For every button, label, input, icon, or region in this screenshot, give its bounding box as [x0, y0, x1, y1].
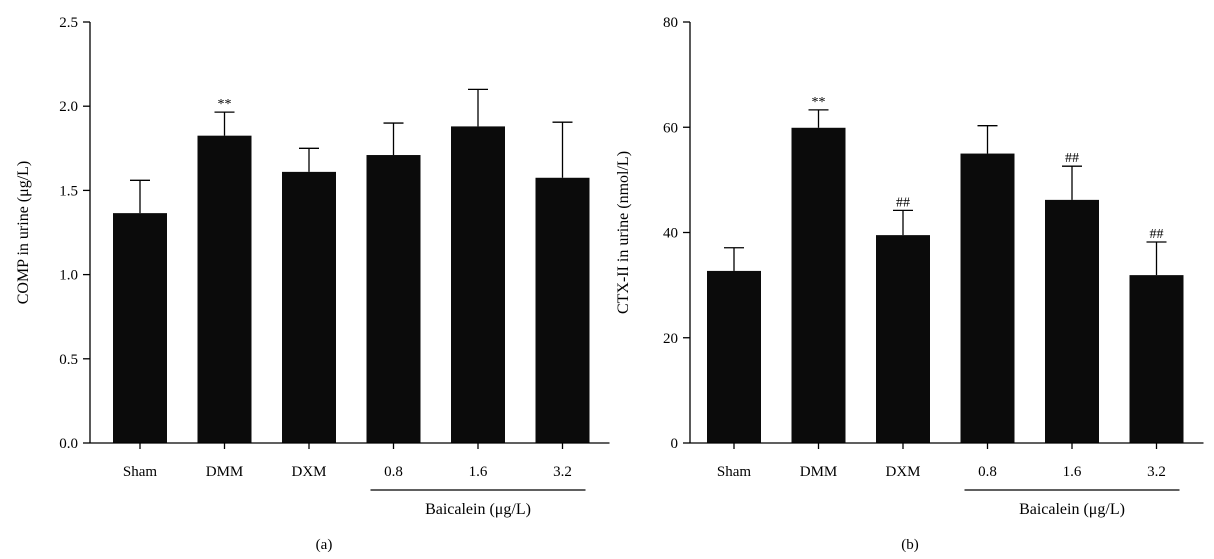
bar — [282, 171, 336, 443]
y-axis-label: COMP in urine (μg/L) — [15, 161, 32, 305]
bar — [791, 127, 846, 444]
bar — [1129, 275, 1184, 443]
significance-label: ** — [812, 95, 826, 110]
chart-panel-a: Sham ** DMM DXM 0.8 1.6 3.2 0.0 0.5 1.0 1.5 2.0 2.5 C… — [15, 15, 610, 553]
y-tick-label: 1.5 — [59, 183, 78, 199]
significance-label: ** — [218, 97, 232, 112]
bar — [535, 177, 590, 443]
x-tick-label: 0.8 — [384, 464, 403, 480]
y-axis-label: CTX-II in urine (nmol/L) — [615, 151, 632, 314]
y-tick-label: 20 — [663, 331, 678, 347]
x-tick-label: Sham — [123, 464, 158, 480]
x-tick-label: 1.6 — [469, 464, 488, 480]
significance-label: ## — [1065, 151, 1079, 166]
panel-label: (a) — [316, 537, 333, 553]
y-tick-label: 1.0 — [59, 268, 78, 284]
significance-label: ## — [1150, 227, 1164, 242]
bar — [113, 213, 167, 443]
y-tick-label: 2.5 — [59, 15, 78, 31]
bar — [876, 235, 930, 443]
y-tick-label: 40 — [663, 226, 678, 242]
bar — [366, 155, 421, 443]
x-tick-label: Sham — [717, 464, 752, 480]
group-label: Baicalein (μg/L) — [1019, 501, 1125, 518]
bar — [960, 153, 1015, 443]
x-tick-label: DMM — [206, 464, 244, 480]
x-tick-label: DXM — [885, 464, 920, 480]
y-tick-label: 0.5 — [59, 352, 78, 368]
y-tick-label: 60 — [663, 120, 678, 136]
panel-label: (b) — [901, 537, 919, 553]
x-tick-label: 3.2 — [1147, 464, 1166, 480]
x-tick-label: 3.2 — [553, 464, 572, 480]
x-tick-label: DXM — [291, 464, 326, 480]
x-tick-label: DMM — [800, 464, 838, 480]
group-label: Baicalein (μg/L) — [425, 501, 531, 518]
x-tick-label: 0.8 — [978, 464, 997, 480]
y-tick-label: 0.0 — [59, 436, 78, 452]
bar — [707, 270, 761, 443]
x-tick-label: 1.6 — [1063, 464, 1082, 480]
y-tick-label: 80 — [663, 15, 678, 31]
y-tick-label: 0 — [671, 436, 679, 452]
bar — [197, 135, 252, 444]
y-tick-label: 2.0 — [59, 99, 78, 115]
chart-panel-b: Sham ** DMM ## DXM 0.8 ## 1.6 ## 3.2 0 20 40 60 80 CTX-… — [615, 15, 1204, 553]
bar — [451, 126, 505, 444]
significance-label: ## — [896, 195, 910, 210]
bar — [1045, 199, 1099, 443]
